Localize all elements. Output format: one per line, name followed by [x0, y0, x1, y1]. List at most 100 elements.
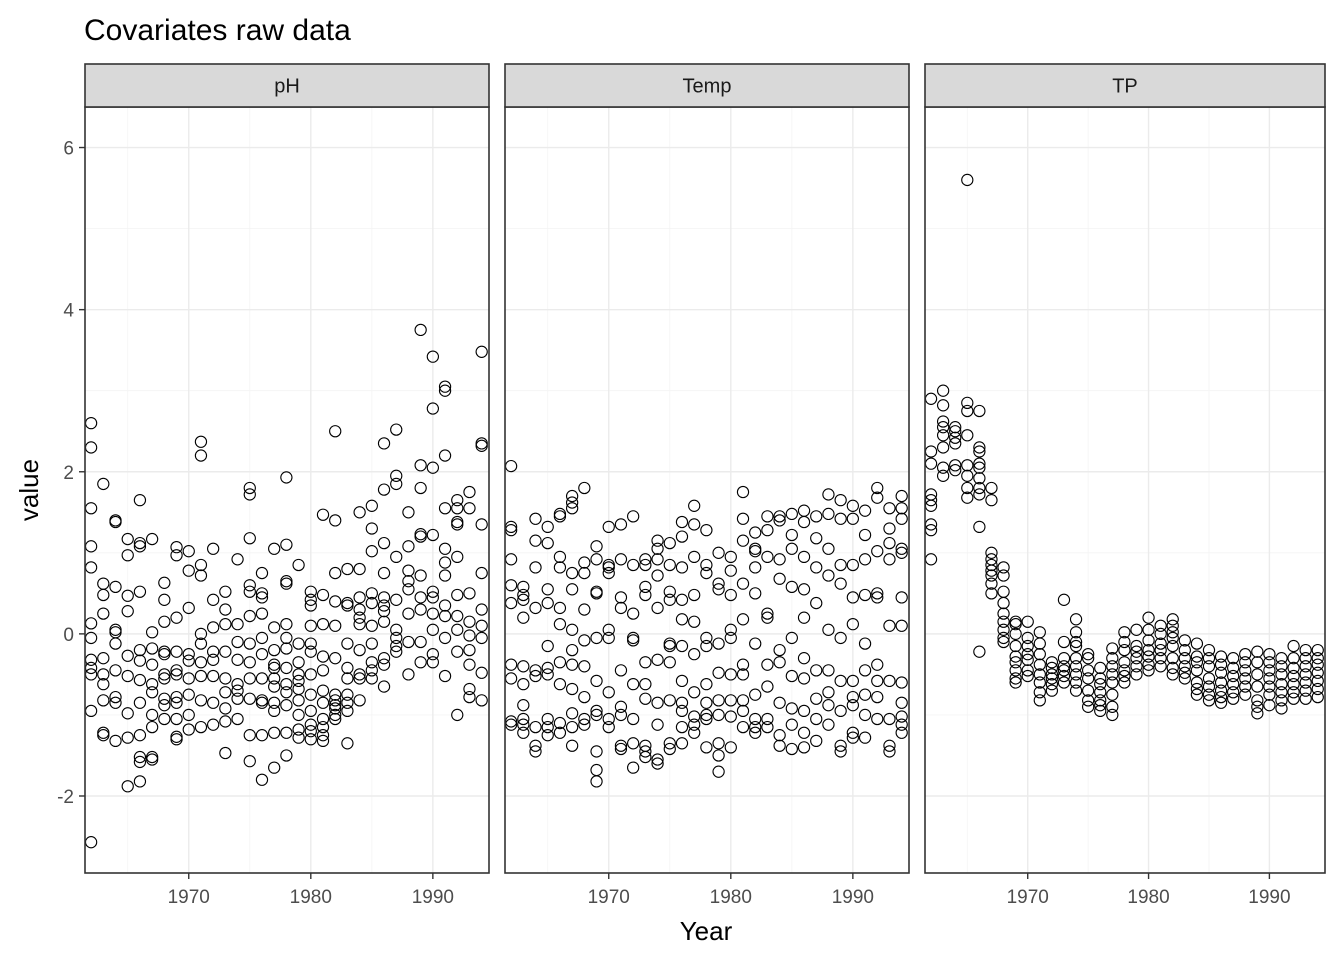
data-point: [414, 656, 427, 669]
data-point: [145, 677, 159, 691]
data-point: [565, 707, 579, 720]
data-point: [1190, 688, 1204, 701]
data-point: [810, 596, 823, 610]
data-point: [578, 712, 591, 726]
data-point: [936, 399, 950, 412]
data-point: [1142, 658, 1155, 671]
data-point: [1166, 661, 1179, 675]
data-point: [834, 704, 847, 718]
data-point: [243, 579, 256, 592]
data-point: [1130, 639, 1143, 653]
data-point: [97, 694, 110, 707]
data-point: [761, 658, 774, 671]
facet-strip: [84, 63, 490, 108]
data-point: [182, 672, 195, 685]
data-point: [565, 489, 579, 503]
data-point: [529, 534, 542, 547]
data-point: [329, 708, 342, 722]
data-point: [1311, 682, 1324, 696]
data-point: [255, 696, 269, 709]
data-point: [1057, 676, 1071, 689]
y-tick-label: 4: [63, 301, 74, 322]
data-point: [1239, 656, 1252, 669]
data-point: [97, 677, 110, 691]
data-point: [773, 729, 786, 742]
data-point: [438, 609, 452, 623]
data-point: [985, 481, 998, 495]
data-point: [736, 485, 750, 499]
data-point: [475, 345, 488, 358]
data-point: [736, 534, 750, 547]
data-point: [973, 461, 986, 474]
data-point: [997, 569, 1010, 582]
data-point: [822, 686, 835, 699]
x-tick-label: 1990: [412, 887, 454, 908]
data-point: [1311, 658, 1324, 671]
data-point: [663, 694, 676, 707]
data-point: [822, 718, 835, 731]
x-tick-label: 1990: [1248, 887, 1290, 908]
data-point: [1142, 643, 1155, 657]
data-point: [1227, 677, 1240, 691]
data-point: [268, 621, 281, 634]
data-point: [280, 577, 293, 590]
data-point: [1251, 694, 1264, 707]
data-point: [675, 720, 689, 734]
data-point: [724, 631, 737, 645]
data-point: [304, 733, 317, 746]
data-point: [219, 715, 232, 728]
data-point: [219, 603, 232, 616]
data-point: [231, 684, 244, 697]
data-point: [700, 639, 713, 653]
data-point: [675, 737, 689, 750]
data-point: [243, 488, 256, 501]
data-point: [475, 619, 488, 632]
data-point: [736, 704, 750, 718]
data-point: [219, 672, 232, 685]
data-point: [268, 761, 281, 774]
data-point: [590, 745, 603, 758]
data-point: [810, 532, 823, 545]
data-point: [614, 518, 628, 531]
data-point: [133, 750, 147, 764]
data-point: [243, 532, 256, 545]
data-point: [1178, 634, 1191, 647]
data-point: [353, 668, 366, 681]
data-point: [895, 546, 908, 559]
data-point: [1118, 635, 1131, 649]
data-point: [97, 477, 110, 491]
data-point: [109, 637, 122, 650]
data-point: [353, 672, 366, 685]
data-point: [785, 507, 798, 521]
data-point: [316, 684, 330, 697]
data-point: [438, 384, 452, 397]
data-point: [712, 546, 725, 559]
data-point: [341, 672, 354, 685]
data-point: [651, 542, 664, 555]
data-point: [973, 457, 986, 470]
data-point: [1154, 643, 1167, 657]
data-point: [1214, 658, 1228, 671]
data-point: [255, 566, 269, 580]
data-point: [529, 512, 542, 525]
data-point: [329, 652, 342, 665]
data-point: [329, 688, 342, 701]
data-point: [1190, 676, 1204, 689]
data-point: [712, 737, 725, 750]
data-point: [639, 692, 652, 705]
data-point: [329, 566, 342, 580]
data-point: [1227, 686, 1240, 699]
data-point: [1311, 643, 1324, 657]
data-point: [255, 773, 269, 786]
data-point: [1190, 650, 1204, 663]
data-point: [207, 653, 220, 666]
data-point: [390, 645, 403, 658]
data-point: [895, 710, 908, 723]
x-axis-title: Year: [680, 916, 733, 946]
data-point: [365, 619, 378, 632]
data-point: [219, 645, 232, 658]
data-point: [663, 558, 676, 572]
data-point: [255, 647, 269, 661]
data-point: [280, 726, 293, 739]
data-point: [858, 588, 872, 602]
